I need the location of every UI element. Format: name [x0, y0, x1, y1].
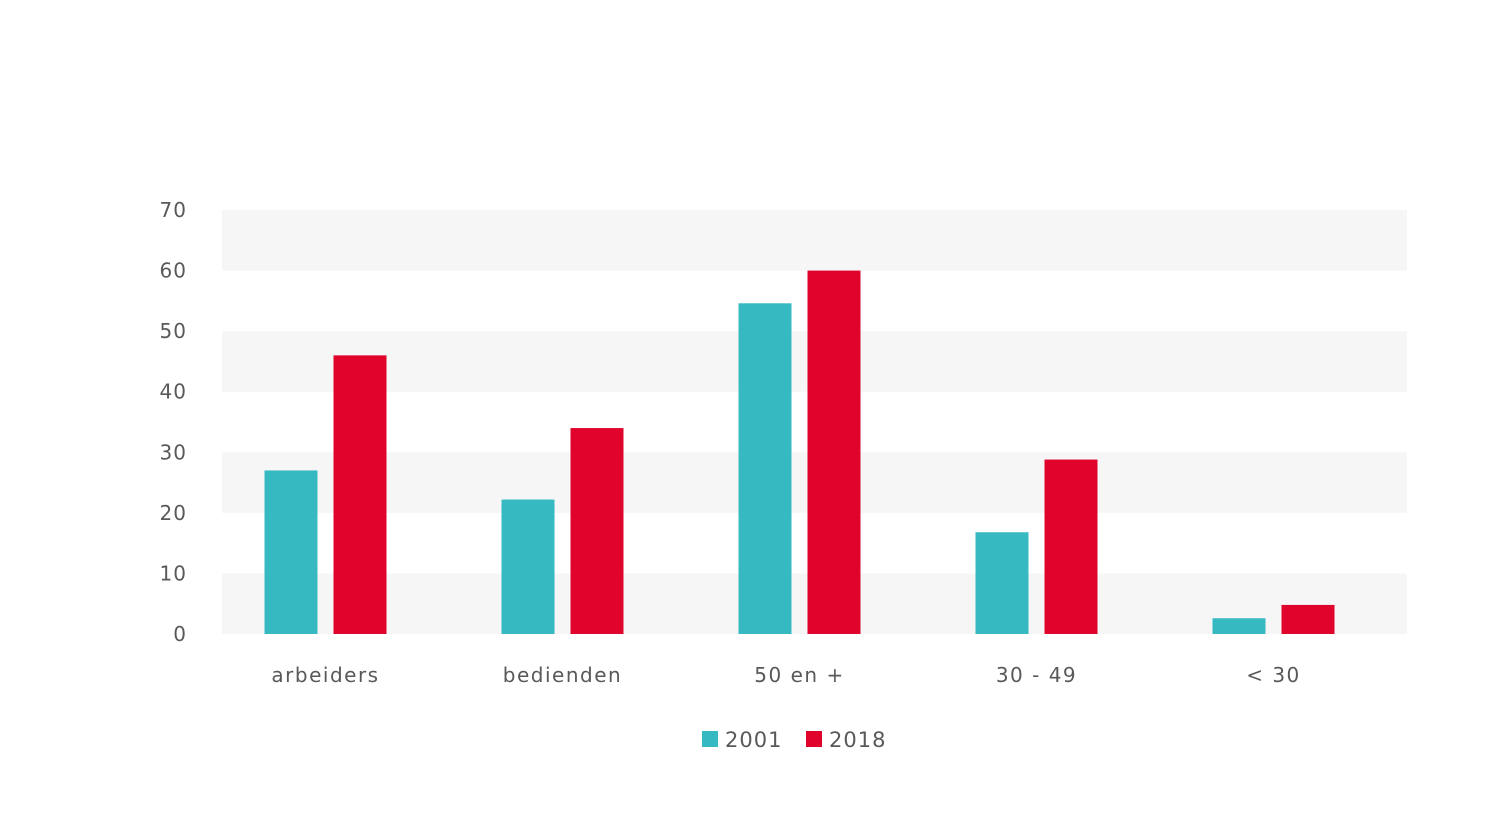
- bar-2018-2: [807, 270, 861, 634]
- y-tick-label: 10: [160, 561, 187, 585]
- y-axis-ticks: 0 10 20 30 40 50 60 70: [160, 198, 187, 646]
- y-tick-label: 40: [160, 380, 187, 404]
- bar-2001-4: [1212, 618, 1266, 634]
- y-tick-label: 20: [160, 501, 187, 525]
- bar-2018-3: [1044, 459, 1098, 634]
- x-axis-labels: arbeiders bedienden 50 en + 30 - 49 < 30: [271, 663, 1301, 687]
- y-tick-label: 70: [160, 198, 187, 222]
- x-category-label: < 30: [1246, 663, 1301, 687]
- y-tick-label: 30: [160, 440, 187, 464]
- bar-2001-3: [975, 532, 1029, 634]
- legend-swatch-2001: [702, 731, 718, 747]
- x-category-label: arbeiders: [271, 663, 379, 687]
- bar-2001-2: [738, 303, 792, 634]
- legend-label-2001: 2001: [725, 728, 782, 752]
- legend: 2001 2018: [702, 728, 886, 752]
- bar-2018-4: [1281, 604, 1335, 634]
- bars: [264, 270, 1335, 634]
- bar-2018-0: [333, 355, 387, 634]
- x-category-label: bedienden: [503, 663, 622, 687]
- bar-2018-1: [570, 428, 624, 634]
- y-tick-label: 50: [160, 319, 187, 343]
- y-tick-label: 0: [173, 622, 187, 646]
- grid-band: [222, 210, 1407, 271]
- y-tick-label: 60: [160, 259, 187, 283]
- bar-2001-0: [264, 470, 318, 634]
- x-category-label: 30 - 49: [996, 663, 1077, 687]
- legend-label-2018: 2018: [829, 728, 886, 752]
- bar-2001-1: [501, 499, 555, 634]
- legend-swatch-2018: [806, 731, 822, 747]
- x-category-label: 50 en +: [754, 663, 844, 687]
